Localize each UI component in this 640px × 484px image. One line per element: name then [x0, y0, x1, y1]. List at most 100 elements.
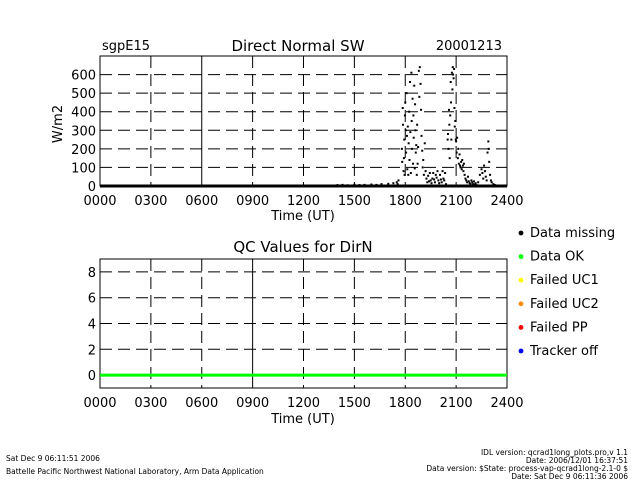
chart1-point: [449, 114, 452, 117]
chart1-ytick-label: 200: [71, 143, 96, 158]
chart2-xtick-label: 1800: [389, 396, 422, 411]
chart1-point: [402, 170, 405, 173]
chart1-point: [436, 170, 439, 173]
chart1-point: [418, 95, 421, 98]
chart1-point: [459, 164, 462, 167]
footer-left-line2: Battelle Pacific Northwest National Labo…: [6, 467, 264, 476]
chart1-point: [412, 162, 415, 165]
chart1-point: [464, 177, 467, 180]
chart2-xtick-label: 2100: [440, 396, 473, 411]
chart1-point: [427, 180, 430, 183]
chart1-point: [403, 138, 406, 141]
chart1-xtick-label: 2400: [490, 194, 523, 209]
chart1-point: [429, 179, 432, 182]
chart1-point: [397, 179, 400, 182]
chart1-point: [434, 173, 437, 176]
chart1-point: [478, 173, 481, 176]
footer-left-line1: Sat Dec 9 06:11:51 2006: [6, 454, 100, 463]
chart1-point: [363, 183, 366, 186]
chart1-point: [446, 138, 449, 141]
chart1-point: [444, 183, 447, 186]
legend-item-label: Data OK: [530, 250, 584, 265]
chart1-xtick-label: 2100: [440, 194, 473, 209]
chart1-point: [412, 114, 415, 117]
chart1-point: [420, 134, 423, 137]
chart1-xtick-label: 1200: [287, 194, 320, 209]
chart1-xtick-label: 1800: [389, 194, 422, 209]
legend-marker-icon: [518, 254, 524, 259]
chart1-point: [403, 173, 406, 176]
chart1-point: [407, 173, 410, 176]
chart1-point: [472, 180, 475, 183]
legend-item-label: Failed UC1: [530, 273, 599, 288]
chart1-point: [408, 110, 411, 113]
chart1-point: [414, 129, 417, 132]
chart1-point: [401, 160, 404, 163]
chart1-point: [409, 131, 412, 134]
chart1-point: [431, 177, 434, 180]
chart1-point: [474, 182, 477, 185]
chart1-ytick-label: 100: [71, 161, 96, 176]
chart1-point: [482, 177, 485, 180]
chart1-point: [471, 181, 474, 184]
chart1-point: [426, 181, 429, 184]
chart1-point: [456, 157, 459, 160]
chart1-point: [410, 120, 413, 122]
chart1-ytick-label: 400: [71, 106, 96, 121]
chart1-point: [465, 179, 468, 182]
chart1-ytick-label: 300: [71, 124, 96, 139]
chart1-point: [454, 138, 457, 141]
chart1-point: [418, 66, 421, 69]
legend-marker-icon: [518, 325, 524, 330]
chart1-point: [421, 166, 424, 169]
chart1-point: [424, 170, 427, 173]
chart2-ytick-label: 0: [88, 369, 96, 384]
footer-right-line1: IDL version: qcrad1long_plots.pro,v 1.1: [481, 448, 628, 457]
legend-item-label: Tracker off: [529, 344, 599, 359]
chart1-point: [433, 178, 436, 181]
chart1-point: [427, 174, 430, 177]
chart1-point: [457, 147, 460, 150]
chart1-point: [488, 160, 491, 163]
chart1-point: [450, 138, 453, 141]
legend-item-label: Failed PP: [530, 320, 588, 335]
chart1-point: [467, 180, 470, 183]
chart1-point: [404, 101, 407, 104]
chart1-xtick-label: 0300: [134, 194, 167, 209]
chart2-ytick-label: 4: [88, 318, 96, 333]
chart1-point: [466, 175, 469, 178]
chart1-point: [460, 168, 463, 171]
chart1-xtick-label: 0900: [236, 194, 269, 209]
chart1-point: [469, 183, 472, 186]
chart1-point: [423, 142, 426, 145]
chart1-ytick-label: 0: [88, 180, 96, 195]
chart1-point: [370, 183, 373, 186]
chart1-point: [430, 182, 433, 185]
chart1-point: [404, 129, 407, 132]
chart1-point: [380, 183, 383, 186]
chart1-point: [432, 172, 435, 174]
chart1-point: [490, 181, 493, 184]
chart1-ytick-label: 500: [71, 87, 96, 102]
chart1-point: [448, 108, 451, 111]
chart1-point: [400, 147, 403, 150]
footer-right-line2: Date: 2006/12/01 16:37:51: [526, 456, 628, 465]
chart1-point: [483, 164, 486, 167]
chart1-title: Direct Normal SW: [231, 37, 364, 55]
chart1-point: [484, 175, 487, 178]
chart1-point: [336, 184, 339, 187]
chart1-point: [453, 107, 456, 109]
chart1-point: [405, 92, 408, 95]
chart1-point: [459, 166, 462, 169]
legend-marker-icon: [518, 348, 524, 354]
chart2-xtick-label: 1500: [338, 396, 371, 411]
chart1-point: [489, 179, 492, 182]
chart2-ytick-label: 6: [88, 292, 96, 307]
chart1-point: [486, 151, 489, 154]
chart1-point: [438, 182, 441, 185]
chart2-xtick-label: 1200: [287, 396, 320, 411]
chart1-point: [425, 177, 428, 180]
chart2-xlabel: Time (UT): [270, 412, 335, 427]
chart1-point: [483, 170, 486, 173]
chart1-point: [443, 179, 446, 182]
